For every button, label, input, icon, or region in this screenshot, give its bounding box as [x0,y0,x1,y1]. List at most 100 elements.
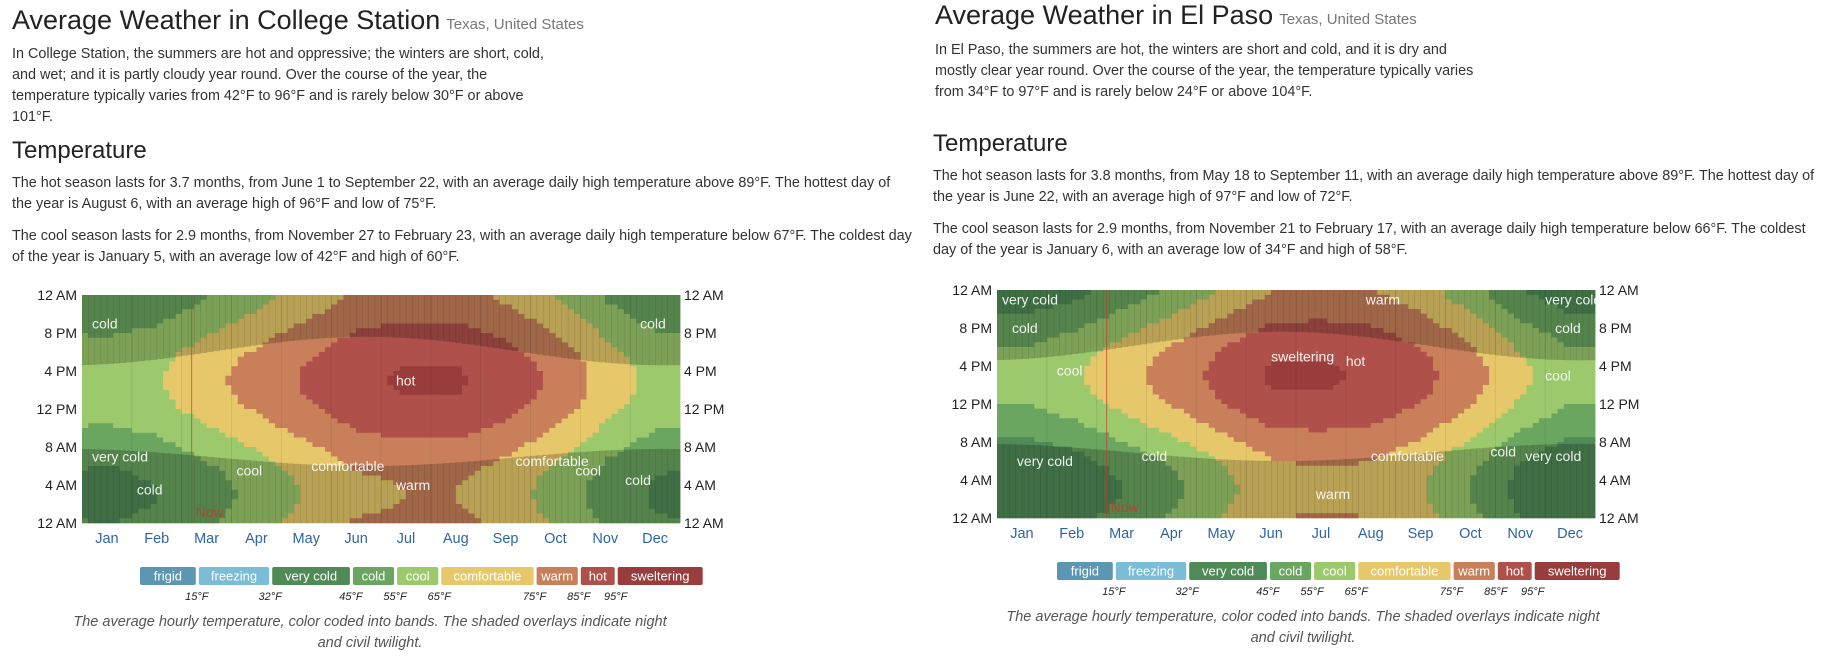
heatmap-cell [387,318,394,324]
heatmap-cell [518,466,525,472]
heatmap-cell [412,470,419,476]
heatmap-cell [667,461,675,467]
heatmap-cell [661,418,668,424]
heatmap-cell [268,361,276,367]
heatmap-cell [480,480,488,486]
heatmap-cell [281,337,288,343]
heatmap-cell [430,404,438,410]
heatmap-cell [393,318,401,324]
heatmap-cell [599,404,606,410]
heatmap-cell [119,442,127,448]
night-shade [262,295,270,345]
heatmap-cell [368,480,376,486]
heatmap-cell [281,385,288,391]
heatmap-cell [275,409,282,415]
heatmap-cell [549,442,556,448]
heatmap-cell [518,475,525,481]
heatmap-cell [555,461,563,467]
heatmap-cell [530,432,538,438]
heatmap-cell [175,480,183,486]
heatmap-cell [648,513,656,519]
night-shade [437,463,444,523]
heatmap-cell [343,342,351,348]
night-shade [212,457,220,523]
night-shade [331,465,338,523]
heatmap-cell [138,404,145,410]
heatmap-cell [493,337,500,343]
heatmap-cell [324,461,332,467]
heatmap-cell [175,475,183,481]
heatmap-cell [605,299,612,305]
heatmap-cell [561,470,569,476]
heatmap-cell [175,447,183,453]
heatmap-cell [138,518,145,524]
heatmap-cell [343,437,351,443]
heatmap-cell [673,394,681,400]
heatmap-cell [617,466,625,472]
heatmap-cell [125,304,133,310]
heatmap-cell [119,347,127,353]
heatmap-cell [206,504,214,510]
heatmap-cell [599,451,606,457]
heatmap-cell [399,447,407,453]
heatmap-cell [536,456,544,462]
heatmap-cell [424,423,432,429]
heatmap-cell [455,361,463,367]
heatmap-cell [144,513,151,519]
heatmap-cell [399,404,407,410]
heatmap-cell [412,394,419,400]
heatmap-cell [125,466,133,472]
heatmap-cell [561,485,569,491]
heatmap-cell [194,295,201,301]
heatmap-cell [331,447,338,453]
heatmap-cell [480,404,488,410]
heatmap-cell [437,432,444,438]
heatmap-cell [505,342,513,348]
heatmap-cell [592,413,600,419]
heatmap-cell [424,494,432,500]
heatmap-cell [561,342,569,348]
heatmap-cell [1003,337,1010,343]
heatmap-cell [474,504,482,510]
heatmap-cell [412,461,419,467]
heatmap-cell [194,480,201,486]
heatmap-cell [362,489,369,495]
heatmap-cell [636,366,644,372]
heatmap-cell [131,380,139,386]
heatmap-cell [424,432,432,438]
heatmap-cell [131,518,139,524]
heatmap-cell [461,451,469,457]
heatmap-cell [493,447,500,453]
heatmap-cell [574,413,581,419]
heatmap-cell [225,447,232,453]
heatmap-cell [88,356,95,362]
heatmap-cell [468,413,475,419]
heatmap-cell [437,352,444,358]
heatmap-cell [119,432,127,438]
heatmap-cell [318,361,326,367]
heatmap-cell [536,314,544,320]
heatmap-cell [312,494,320,500]
heatmap-cell [555,404,563,410]
heatmap-cell [356,513,363,519]
heatmap-cell [138,333,145,339]
heatmap-cell [337,451,345,457]
heatmap-cell [113,447,120,453]
heatmap-cell [212,371,220,377]
heatmap-cell [106,318,114,324]
heatmap-cell [655,375,662,381]
night-shade [156,452,164,523]
heatmap-cell [368,371,376,377]
heatmap-cell [331,295,338,301]
heatmap-cell [256,333,264,339]
heatmap-cell [312,299,320,305]
region-label: warm [395,477,430,493]
heatmap-cell [617,475,625,481]
heatmap-cell [655,437,662,443]
heatmap-cell [125,399,133,405]
heatmap-cell [368,309,376,315]
heatmap-cell [150,470,158,476]
night-shade [493,459,500,523]
heatmap-cell [530,489,538,495]
heatmap-cell [374,361,382,367]
